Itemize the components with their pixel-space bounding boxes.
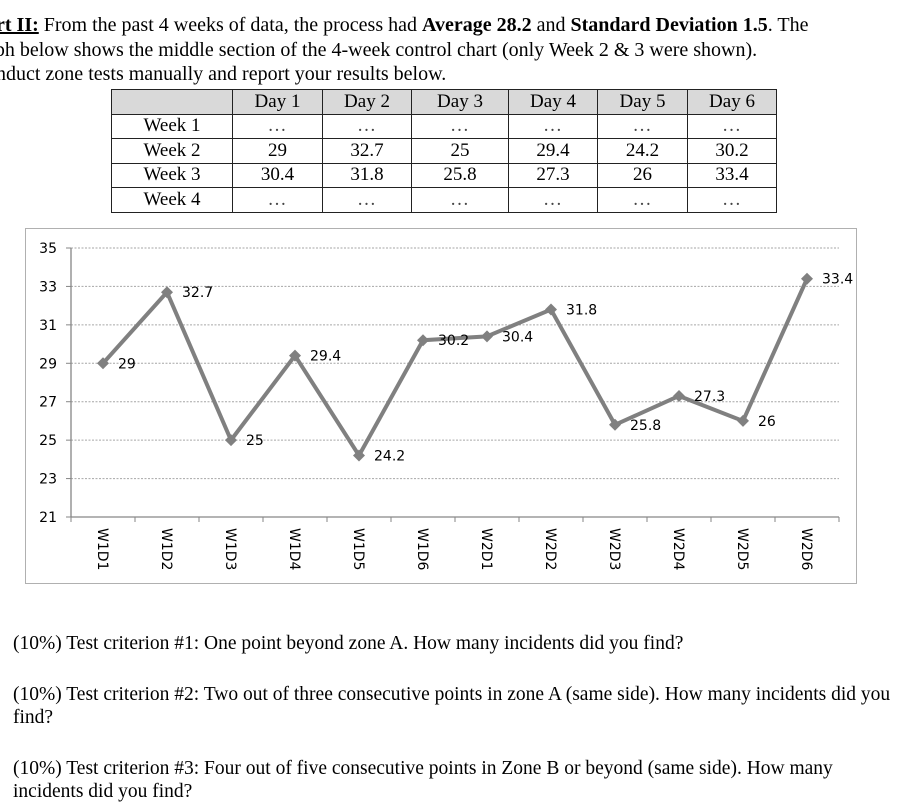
data-label: 29.4 <box>310 349 341 365</box>
row-label: Week 2 <box>111 138 233 164</box>
row-label: Week 4 <box>111 187 233 213</box>
diamond-marker-icon <box>801 272 813 285</box>
data-label: 33.4 <box>822 272 853 288</box>
diamond-marker-icon <box>481 330 493 343</box>
table-header-day-1: Day 1 <box>232 89 323 115</box>
x-tick-label: W2D5 <box>734 528 750 570</box>
data-label: 32.7 <box>182 285 213 301</box>
diamond-marker-icon <box>353 449 365 462</box>
chart-series-line <box>97 272 813 462</box>
data-label: 27.3 <box>694 389 725 405</box>
table-cell: … <box>232 187 323 213</box>
table-cell: … <box>597 187 688 213</box>
data-label: 24.2 <box>374 449 405 465</box>
table-header-day-6: Day 6 <box>687 89 777 115</box>
table-cell: … <box>508 113 598 139</box>
diamond-marker-icon <box>417 334 429 347</box>
diamond-marker-icon <box>737 414 749 427</box>
x-tick-label: W2D2 <box>542 528 558 570</box>
data-label: 26 <box>758 414 776 430</box>
chart-gridlines <box>71 247 839 480</box>
question-2-text: (10%) Test criterion #2: Two out of thre… <box>13 684 891 728</box>
data-label: 29 <box>118 356 136 372</box>
table-header-day-4: Day 4 <box>508 89 598 115</box>
chart-axes <box>66 247 840 522</box>
diamond-marker-icon <box>673 389 685 402</box>
x-tick-label: W1D5 <box>350 528 366 570</box>
table-header-day-2: Day 2 <box>322 89 412 115</box>
y-tick-label: 23 <box>39 472 57 488</box>
diamond-marker-icon <box>97 357 109 370</box>
x-tick-label: W2D6 <box>798 528 814 571</box>
table-cell: … <box>597 113 688 139</box>
row-label: Week 1 <box>111 113 233 139</box>
data-label: 30.2 <box>438 333 469 349</box>
x-tick-label: W2D4 <box>670 528 686 571</box>
diamond-marker-icon <box>289 349 301 362</box>
y-axis-tick-labels: 21 23 25 27 29 31 33 35 <box>39 241 57 526</box>
table-cell: 29.4 <box>508 138 598 164</box>
y-tick-label: 31 <box>39 318 57 334</box>
question-2: (10%) Test criterion #2: Two out of thre… <box>13 683 893 729</box>
table-row: Week 2 29 32.7 25 29.4 24.2 30.2 <box>111 138 777 164</box>
y-tick-label: 25 <box>39 433 57 449</box>
data-label: 31.8 <box>566 302 597 318</box>
x-tick-label: W1D3 <box>222 528 238 570</box>
table-cell: 25 <box>411 138 509 164</box>
x-tick-label: W2D3 <box>606 528 622 570</box>
table-cell: … <box>508 187 598 213</box>
x-tick-label: W1D6 <box>414 528 430 571</box>
y-tick-label: 35 <box>39 241 57 257</box>
x-axis-tick-labels: W1D1 W1D2 W1D3 W1D4 W1D5 W1D6 W2D1 W2D2 W2D3 W2D4… <box>94 528 814 571</box>
data-label: 25 <box>246 433 264 449</box>
data-labels: 29 32.7 25 29.4 24.2 30.2 30.4 31.8 25.8 27.3 26 33… <box>118 272 853 465</box>
diamond-marker-icon <box>161 286 173 299</box>
table-cell: … <box>411 187 509 213</box>
y-tick-label: 29 <box>39 356 57 372</box>
intro-paragraph: art II: From the past 4 weeks of data, t… <box>0 13 917 87</box>
table-cell: 31.8 <box>322 162 412 188</box>
table-header-corner <box>111 89 233 115</box>
part-label: art II: <box>0 14 39 36</box>
table-header-row: Day 1 Day 2 Day 3 Day 4 Day 5 Day 6 <box>111 89 777 115</box>
table-cell: … <box>232 113 323 139</box>
x-tick-label: W1D1 <box>94 528 110 570</box>
table-cell: 27.3 <box>508 162 598 188</box>
intro-line-2: aph below shows the middle section of th… <box>0 38 758 61</box>
stdev-label: Standard Deviation 1.5 <box>570 14 768 36</box>
table-header-day-3: Day 3 <box>411 89 509 115</box>
intro-line-3: onduct zone tests manually and report yo… <box>0 63 447 85</box>
intro-line-1: art II: From the past 4 weeks of data, t… <box>0 13 917 38</box>
question-1-text: (10%) Test criterion #1: One point beyon… <box>13 633 684 654</box>
diamond-marker-icon <box>225 434 237 447</box>
diamond-marker-icon <box>545 303 557 316</box>
y-tick-label: 27 <box>39 395 57 411</box>
y-tick-label: 21 <box>39 510 57 526</box>
question-1: (10%) Test criterion #1: One point beyon… <box>13 632 893 655</box>
data-table: Day 1 Day 2 Day 3 Day 4 Day 5 Day 6 Week… <box>111 89 777 213</box>
row-label: Week 3 <box>111 162 233 188</box>
x-tick-label: W2D1 <box>478 528 494 570</box>
question-3-text: (10%) Test criterion #3: Four out of fiv… <box>13 758 833 802</box>
data-label: 25.8 <box>630 418 661 434</box>
control-chart-frame <box>25 228 857 584</box>
table-cell: … <box>687 187 777 213</box>
average-label: Average 28.2 <box>422 14 532 36</box>
diamond-marker-icon <box>609 418 621 431</box>
data-label: 30.4 <box>502 329 533 345</box>
question-3: . (10%) Test criterion #3: Four out of f… <box>13 757 893 803</box>
table-cell: 30.2 <box>687 138 777 164</box>
x-tick-label: W1D4 <box>286 528 302 571</box>
x-tick-label: W1D2 <box>158 528 174 570</box>
table-cell: … <box>687 113 777 139</box>
table-row: Week 4 … … … … … … <box>111 187 777 213</box>
y-tick-label: 33 <box>39 279 57 295</box>
